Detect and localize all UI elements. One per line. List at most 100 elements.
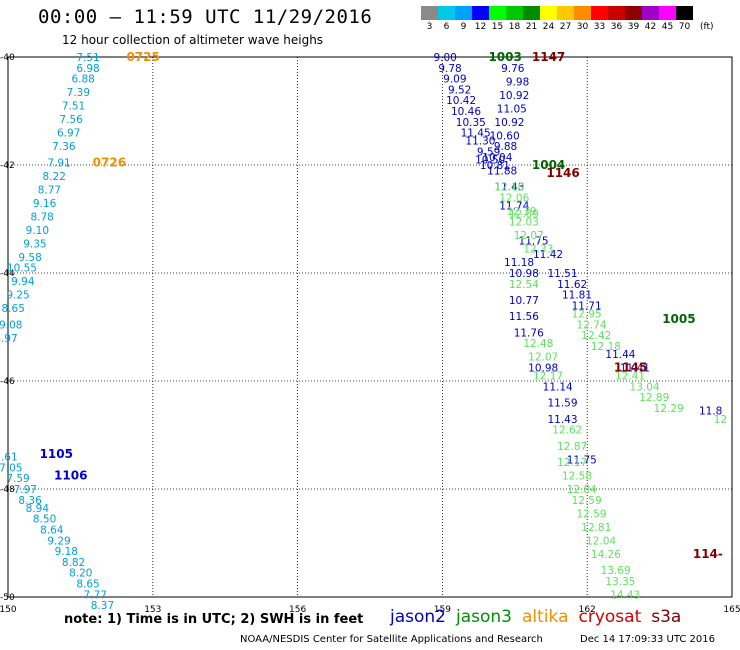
wave-height-value: 11.51: [547, 268, 577, 280]
wave-height-value: 9.76: [501, 63, 525, 75]
wave-height-value: 6.98: [76, 63, 99, 75]
wave-height-value: 12.89: [639, 392, 669, 404]
wave-height-value: 9.59: [477, 147, 500, 159]
wave-height-value: 11.42: [533, 249, 563, 261]
units-label: (ft): [700, 22, 714, 32]
wave-height-value: 11.62: [557, 279, 587, 291]
x-tick-label: 159: [434, 605, 451, 615]
wave-height-value: 10.04: [482, 152, 512, 164]
wave-height-value: 12.59: [572, 495, 602, 507]
wave-height-value: 9.58: [18, 252, 41, 264]
scale-label: 12: [474, 22, 487, 32]
wave-height-value: 10.55: [7, 263, 37, 275]
wave-height-value: 7.91: [47, 157, 70, 169]
scale-label: 33: [593, 22, 606, 32]
wave-height-value: 11.41: [620, 363, 650, 375]
wave-height-value: 10.60: [490, 130, 520, 142]
wave-height-value: 11.45: [461, 128, 491, 140]
wave-height-value: 12.87: [557, 441, 587, 453]
wave-height-value: 12.17: [533, 371, 563, 383]
scale-swatch: [625, 6, 642, 20]
wave-height-value: 13.04: [630, 381, 660, 393]
wave-height-value: 12.09: [509, 209, 539, 221]
wave-height-value: 12.04: [586, 535, 616, 547]
wave-height-value: 14.43: [610, 589, 640, 601]
wave-height-value: 10.42: [446, 95, 476, 107]
wave-height-value: 10.77: [509, 295, 539, 307]
x-tick-label: 165: [723, 605, 740, 615]
y-tick-label: -50: [0, 593, 15, 603]
footer-note: note: 1) Time is in UTC; 2) SWH is in fe…: [64, 612, 364, 627]
wave-height-value: 12.62: [552, 425, 582, 437]
wave-height-value: 8.50: [33, 514, 56, 526]
wave-height-value: 10.98: [509, 268, 539, 280]
scale-label: 27: [559, 22, 572, 32]
scale-swatch: [421, 6, 438, 20]
wave-height-value: 12.59: [576, 508, 606, 520]
pass-time-tag: 114-: [693, 547, 723, 561]
legend-item-jason3: jason3: [456, 607, 512, 627]
scale-label: 45: [661, 22, 674, 32]
wave-height-value: 8.64: [40, 525, 64, 537]
wave-height-value: 7.36: [52, 141, 76, 153]
wave-height-value: 11.30: [465, 136, 495, 148]
scale-swatch: [455, 6, 472, 20]
scale-swatch: [591, 6, 608, 20]
wave-height-value: 13.69: [601, 565, 631, 577]
wave-height-value: 12.10: [494, 182, 524, 194]
y-tick-label: -42: [0, 161, 15, 171]
wave-height-value: 12.29: [654, 403, 684, 415]
scale-label: 70: [678, 22, 691, 32]
wave-height-value: 9.35: [23, 238, 46, 250]
scale-swatch: [438, 6, 455, 20]
wave-height-value: 12.07: [514, 230, 544, 242]
pass-time-tag: 0725: [126, 50, 159, 64]
scale-label: 39: [627, 22, 640, 32]
wave-height-value: 11.88: [487, 165, 517, 177]
wave-height-value: 11.43: [494, 182, 524, 194]
wave-height-value: 7.56: [59, 114, 83, 126]
wave-height-value: 8.82: [62, 557, 85, 569]
wave-height-value: 12.84: [567, 484, 597, 496]
wave-height-value: 11.14: [543, 381, 573, 393]
credit-text: NOAA/NESDIS Center for Satellite Applica…: [240, 634, 543, 645]
wave-height-value: 11.71: [572, 300, 602, 312]
scale-label: 15: [491, 22, 504, 32]
wave-height-value: 11.74: [499, 201, 529, 213]
scale-swatch: [489, 6, 506, 20]
scale-label: 18: [508, 22, 521, 32]
wave-height-value: 11.05: [497, 103, 527, 115]
wave-height-value: 12.54: [509, 279, 539, 291]
wave-height-value: 12.95: [572, 309, 602, 321]
y-tick-label: -46: [0, 377, 15, 387]
x-tick-label: 162: [579, 605, 596, 615]
scale-swatch: [557, 6, 574, 20]
wave-height-value: 10.50: [475, 155, 505, 167]
wave-height-value: 8.65: [76, 579, 99, 591]
wave-height-value: 9.98: [506, 76, 529, 88]
wave-height-value: 12.58: [562, 471, 592, 483]
legend-item-jason2: jason2: [390, 607, 446, 627]
pass-time-tag: 1147: [532, 50, 565, 64]
x-tick-label: 153: [144, 605, 161, 615]
wave-height-value: 12: [714, 414, 727, 426]
y-tick-label: -48: [0, 485, 15, 495]
scale-swatch: [472, 6, 489, 20]
satellite-legend: jason2 jason3 altika cryosat s3a: [390, 607, 681, 627]
scale-label: 30: [576, 22, 589, 32]
wave-height-value: 12.33: [523, 244, 553, 256]
chart-title: 00:00 – 11:59 UTC 11/29/2016: [38, 6, 373, 28]
wave-height-value: 9.08: [0, 319, 22, 331]
wave-height-value: 10.92: [499, 90, 529, 102]
wave-height-value: 7.39: [67, 87, 90, 99]
legend-item-cryosat: cryosat: [578, 607, 642, 627]
wave-height-value: 7.61: [0, 452, 18, 464]
color-scale-labels: 3 6 9 12 15 18 21 24 27 30 33 36 39 42 45 70: [421, 22, 693, 32]
wave-height-value: 8.37: [91, 600, 114, 612]
pass-time-tag: 1004: [532, 158, 565, 172]
wave-height-value: 12.39: [506, 206, 536, 218]
pass-time-tag: 0726: [93, 155, 126, 169]
wave-height-value: 7.97: [14, 484, 37, 496]
wave-height-value: 10.92: [494, 117, 524, 129]
